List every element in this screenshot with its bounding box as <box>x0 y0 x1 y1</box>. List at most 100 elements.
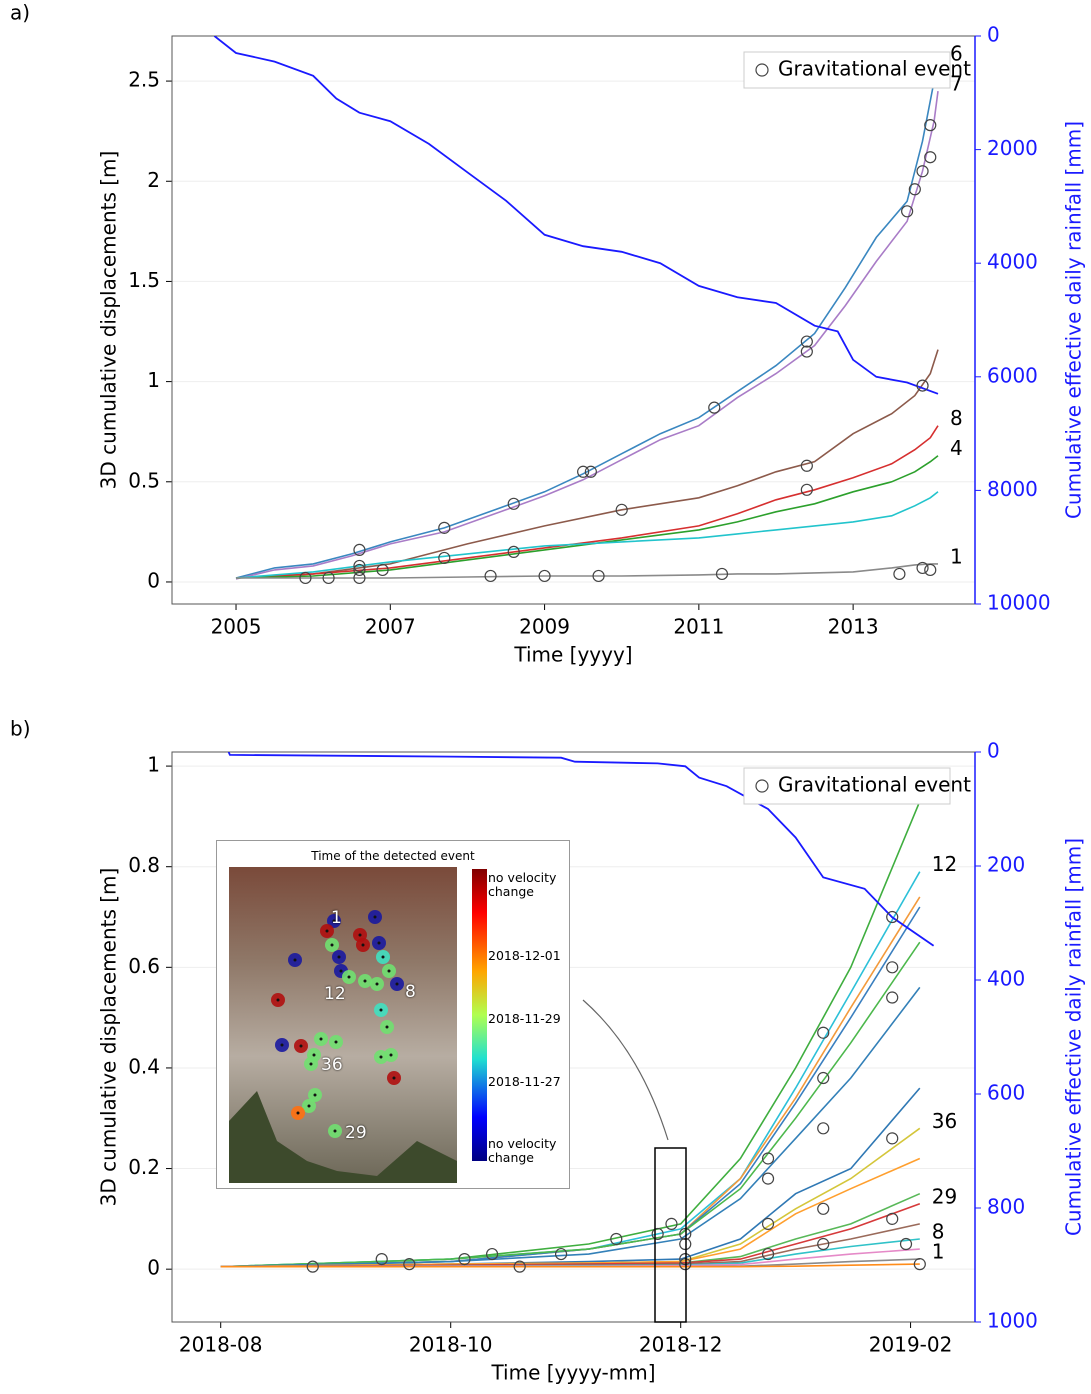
x-tick-label: 2018-10 <box>409 1333 493 1357</box>
photo-point-center <box>312 1053 316 1057</box>
y-tick-label: 0.2 <box>128 1155 160 1179</box>
photo-point-center <box>293 958 297 962</box>
colorbar-label: 2018-11-29 <box>488 1011 561 1026</box>
event-marker <box>507 545 520 559</box>
photo-point-center <box>363 979 367 983</box>
y-tick-label: 0.8 <box>128 853 160 877</box>
event-marker <box>800 459 813 472</box>
point-label: 1 <box>331 908 342 928</box>
y2-tick-label: 6000 <box>987 363 1038 387</box>
event-marker <box>584 465 597 478</box>
event-marker <box>913 1258 926 1271</box>
y-tick-label: 0.5 <box>128 468 160 492</box>
series-line <box>235 491 939 579</box>
y2-tick-label: 800 <box>987 1195 1025 1219</box>
inset-photo <box>229 867 487 1183</box>
y-tick-label: 0.4 <box>128 1054 160 1078</box>
series-line <box>220 1157 921 1268</box>
event-marker <box>538 569 551 583</box>
x-axis-title: Time [yyyy] <box>513 643 632 667</box>
y-tick-label: 2.5 <box>128 68 160 92</box>
event-marker <box>708 401 721 414</box>
event-marker <box>924 119 937 132</box>
event-marker <box>901 205 914 218</box>
series-line <box>235 60 939 579</box>
point-label: 36 <box>321 1055 343 1075</box>
series-line <box>220 800 921 1268</box>
event-marker <box>899 1237 913 1251</box>
event-marker <box>817 1237 830 1251</box>
point-label: 12 <box>324 984 346 1004</box>
x-tick-label: 2018-08 <box>179 1333 263 1357</box>
event-marker <box>817 1202 830 1215</box>
event-marker <box>893 567 906 581</box>
photo-point-center <box>377 941 381 945</box>
event-marker <box>322 571 335 585</box>
event-marker <box>438 551 451 565</box>
event-marker <box>886 1132 899 1145</box>
legend-box <box>743 51 951 89</box>
y-tick-label: 2 <box>147 168 160 192</box>
y-tick-label: 1 <box>147 753 160 777</box>
event-marker <box>761 1217 775 1230</box>
series-label: 7 <box>950 72 963 96</box>
event-marker <box>924 563 937 577</box>
y2-tick-label: 600 <box>987 1081 1025 1105</box>
event-marker <box>610 1232 623 1246</box>
series-label: 36 <box>932 1109 957 1133</box>
y-tick-label: 0 <box>147 568 160 592</box>
series-label: 8 <box>932 1219 945 1243</box>
event-marker <box>908 183 921 196</box>
connector <box>582 999 669 1141</box>
y2-tick-label: 1000 <box>987 1309 1038 1333</box>
photo-point-center <box>333 1129 337 1133</box>
highlight-box <box>654 1147 687 1323</box>
photo-point-center <box>325 929 329 933</box>
event-marker <box>886 991 899 1004</box>
event-marker <box>715 567 729 581</box>
event-marker <box>817 1122 830 1135</box>
y2-tick-label: 8000 <box>987 477 1038 501</box>
event-marker <box>916 561 929 575</box>
event-marker <box>353 559 366 573</box>
inset-title: Time of the detected event <box>311 849 475 863</box>
photo-point-center <box>307 1104 311 1108</box>
x-tick-label: 2005 <box>211 615 262 639</box>
photo-point-center <box>373 915 377 919</box>
photo-point-center <box>330 943 334 947</box>
y2-tick-label: 200 <box>987 853 1025 877</box>
legend-marker <box>755 63 769 77</box>
series-line <box>220 986 921 1268</box>
y-tick-label: 1 <box>147 368 160 392</box>
series-label: 29 <box>932 1184 957 1208</box>
colorbar-label: 2018-11-27 <box>488 1074 561 1089</box>
plot-frame <box>171 35 976 605</box>
series-line <box>236 563 938 579</box>
event-marker <box>375 1253 388 1266</box>
series-label: 8 <box>950 406 963 430</box>
event-marker <box>651 1227 664 1241</box>
photo-point-center <box>332 919 336 923</box>
x-tick-label: 2018-12 <box>639 1333 723 1357</box>
series-line <box>235 455 939 579</box>
event-marker <box>376 563 389 577</box>
event-marker <box>299 571 312 585</box>
y-axis-title: 3D cumulative displacements [m] <box>97 868 121 1207</box>
rainfall-line <box>213 36 939 395</box>
series-line <box>220 906 921 1268</box>
event-marker <box>592 569 605 583</box>
x-tick-label: 2007 <box>365 615 416 639</box>
photo-point-center <box>309 1062 313 1066</box>
y2-axis-title: Cumulative effective daily rainfall [mm] <box>1062 838 1086 1236</box>
event-marker <box>484 569 497 583</box>
series-label: 6 <box>950 42 963 66</box>
event-marker <box>817 1071 830 1085</box>
y-axis-title: 3D cumulative displacements [m] <box>97 151 121 490</box>
y2-tick-label: 0 <box>987 23 1000 47</box>
series-line <box>220 1263 920 1268</box>
photo-point-center <box>339 969 343 973</box>
y2-tick-label: 0 <box>987 739 1000 763</box>
photo-point-center <box>379 1008 383 1012</box>
photo-point-center <box>392 1076 396 1080</box>
event-marker <box>924 151 937 164</box>
